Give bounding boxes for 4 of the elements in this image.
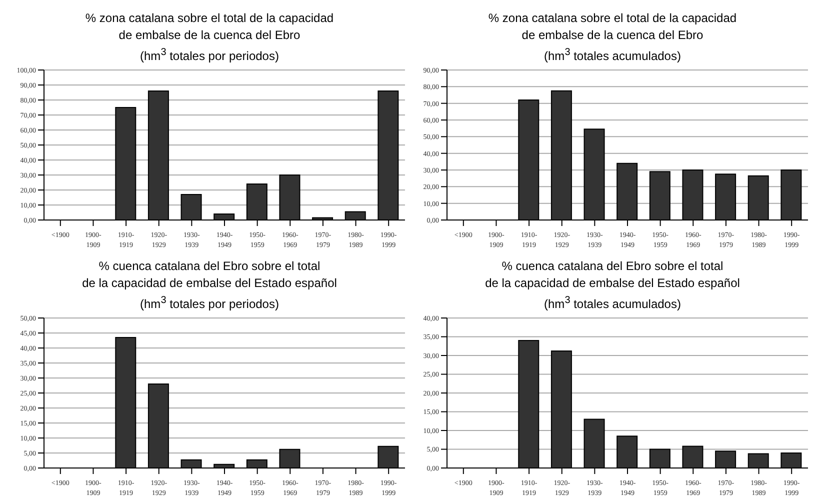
chart-subtitle: (hm$^{3}$ totales por periodos)	[139, 294, 280, 313]
chart-subtitle: (hm$^{3}$ totales acumulados)	[543, 46, 682, 65]
chart-subtitle: (hm$^{3}$ totales acumulados)	[543, 294, 682, 313]
chart-subtitle: (hm$^{3}$ totales por periodos)	[139, 46, 280, 65]
